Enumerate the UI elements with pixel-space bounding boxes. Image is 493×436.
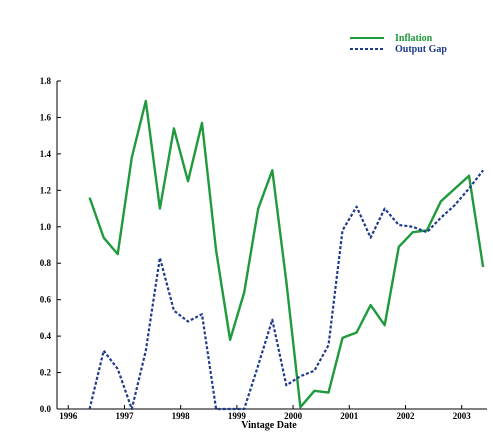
y-tick-label: 0.6 <box>40 295 52 305</box>
y-tick-label: 1.2 <box>40 185 52 195</box>
x-tick-label: 1997 <box>115 411 134 421</box>
x-tick-label: 2000 <box>284 411 303 421</box>
y-tick-label: 1.4 <box>40 149 52 159</box>
x-tick-label: 1999 <box>228 411 247 421</box>
x-tick-label: 1998 <box>172 411 191 421</box>
series-line-output-gap <box>88 169 484 411</box>
legend-label-output-gap: Output Gap <box>395 44 447 55</box>
y-tick-label: 0.2 <box>40 368 52 378</box>
x-tick-label: 2003 <box>453 411 472 421</box>
y-tick-label: 0.4 <box>40 331 52 341</box>
x-axis-title: Vintage Date <box>241 420 297 431</box>
series-line-inflation <box>88 99 485 409</box>
y-tick-label: 0.0 <box>40 404 52 414</box>
legend-label-inflation: Inflation <box>395 33 433 44</box>
y-tick-label: 1.6 <box>40 112 52 122</box>
series-layer <box>88 99 485 411</box>
x-tick-label: 2001 <box>340 411 359 421</box>
y-tick-label: 1.8 <box>40 76 52 86</box>
x-tick-label: 2002 <box>396 411 415 421</box>
y-tick-label: 1.0 <box>40 222 52 232</box>
y-tick-label: 0.8 <box>40 258 52 268</box>
axes: 0.0 0.2 0.4 0.6 0.8 1.0 1.2 1.4 1.6 1.8 1996 1997 19… <box>40 76 487 421</box>
x-tick-label: 1996 <box>59 411 78 421</box>
